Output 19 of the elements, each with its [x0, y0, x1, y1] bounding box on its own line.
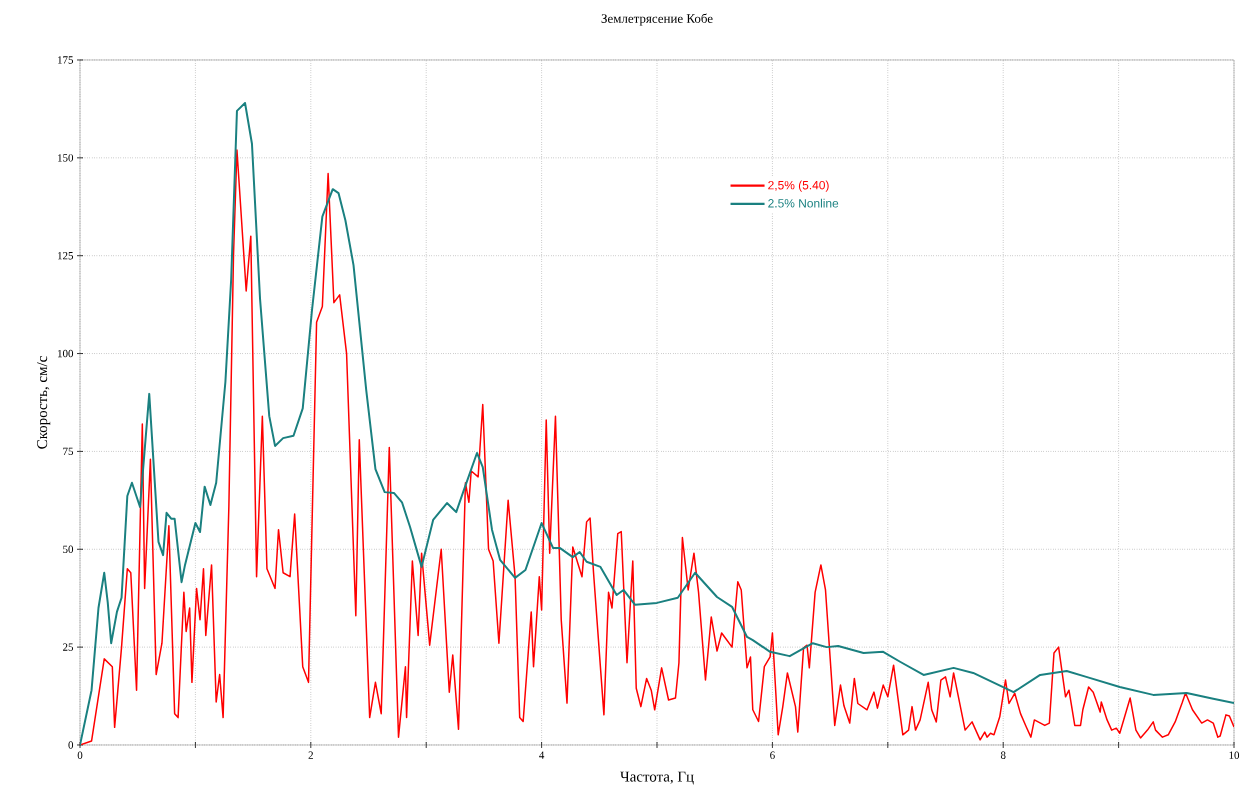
y-tick-label: 175	[58, 56, 74, 64]
x-tick-label: 0	[77, 751, 83, 759]
x-tick-label: 6	[770, 751, 775, 759]
y-tick-label: 150	[58, 154, 74, 162]
legend-label: 2,5% (5.40)	[768, 180, 829, 192]
x-tick-label: 10	[1229, 751, 1240, 759]
x-axis-title: Частота, Гц	[620, 771, 694, 785]
y-tick-label: 75	[63, 447, 74, 456]
y-tick-label: 25	[63, 643, 74, 651]
legend-label: 2.5% Nonline	[768, 198, 839, 208]
x-tick-label: 8	[1000, 751, 1006, 759]
y-tick-label: 0	[68, 741, 74, 749]
chart-title: Землетрясение Кобе	[601, 13, 713, 26]
y-axis-title: Скорость, см/с	[37, 356, 51, 449]
x-tick-label: 2	[308, 751, 313, 759]
y-tick-label: 50	[63, 545, 74, 553]
x-tick-label: 4	[539, 751, 545, 759]
y-tick-label: 100	[58, 349, 74, 358]
y-tick-label: 125	[58, 252, 74, 260]
